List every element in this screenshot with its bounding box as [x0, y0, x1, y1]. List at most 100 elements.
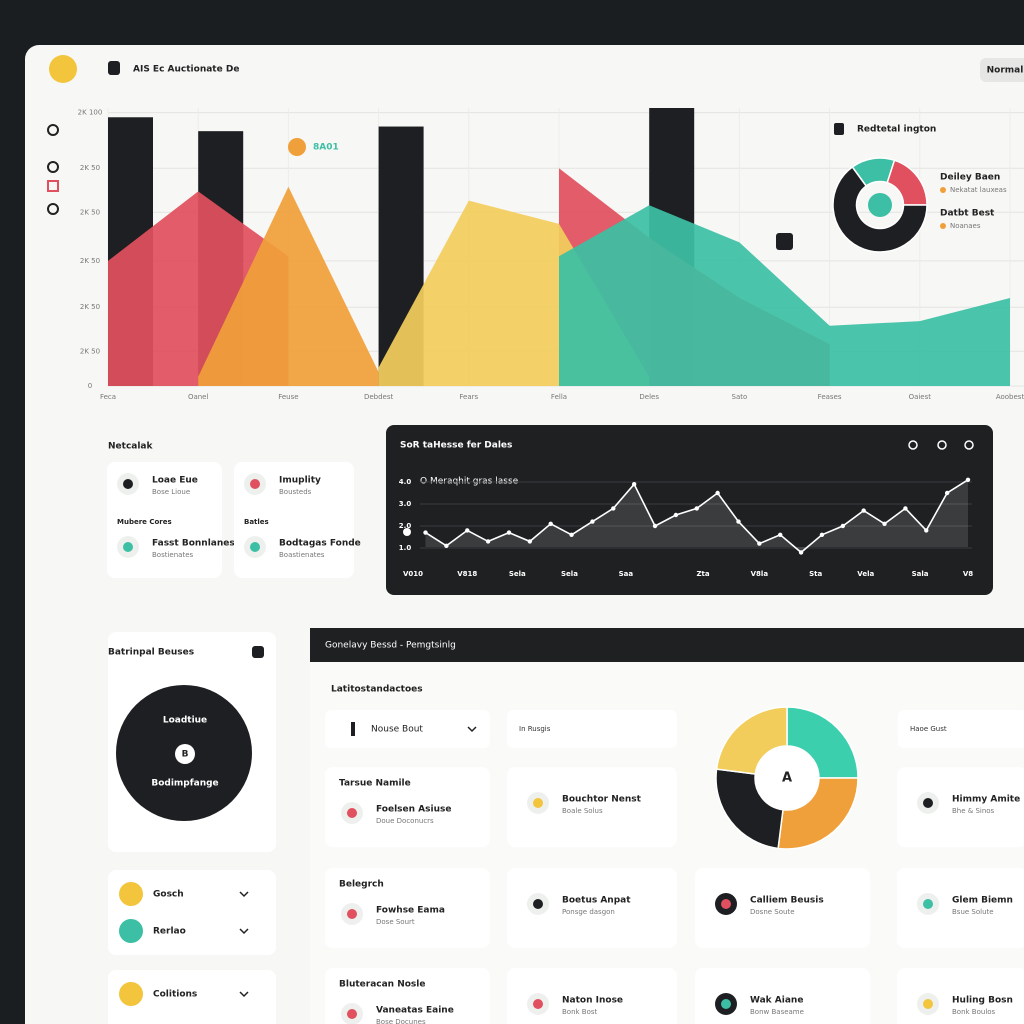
filter[interactable] [325, 710, 490, 748]
item-name: Bodtagas Fonde [279, 539, 361, 549]
item-sub: Bose Lioue [152, 488, 190, 496]
line-point [506, 530, 512, 535]
item-icon-dot [347, 1009, 357, 1019]
list-label[interactable]: Gosch [153, 890, 184, 900]
x-tick-label: V8la [751, 570, 769, 578]
mode-button[interactable] [980, 58, 1024, 82]
legend-note: Nekatat lauxeas [950, 186, 1007, 194]
item-sub: Bose Docunes [376, 1018, 426, 1024]
line-point [757, 541, 762, 546]
item-name: Fasst Bonnlanes [152, 539, 235, 549]
x-tick-label: V010 [403, 570, 423, 578]
item-name: Wak Aiane [750, 996, 803, 1006]
card [108, 870, 276, 955]
line-title: SoR taHesse fer Dales [400, 441, 512, 451]
mode-button-label[interactable]: Normal [987, 66, 1024, 76]
y-tick-label: 2K 50 [80, 257, 100, 265]
line-point [694, 506, 699, 511]
list-icon [119, 919, 143, 943]
item-name: Bouchtor Nenst [562, 795, 642, 805]
side-icon[interactable] [47, 180, 59, 192]
line-point [611, 506, 616, 511]
side-icon[interactable] [47, 161, 59, 173]
x-tick-label: Sela [509, 570, 526, 578]
chevron[interactable] [239, 928, 249, 935]
card [325, 767, 490, 847]
line-point [548, 521, 553, 526]
line-point [819, 532, 825, 537]
filter-label[interactable]: Nouse Bout [371, 725, 423, 735]
x-tick-label: V818 [457, 570, 477, 578]
filter[interactable] [898, 710, 1024, 748]
side-icon[interactable] [47, 124, 59, 136]
item-sub: Bonk Boulos [952, 1008, 996, 1016]
line-point [736, 519, 741, 524]
x-tick-label: Debdest [364, 393, 394, 401]
item-sub: Dosne Soute [750, 908, 795, 916]
item-sub: Bonk Bost [562, 1008, 598, 1016]
y-tick-label: 2K 100 [78, 109, 103, 117]
x-tick-label: Feca [100, 393, 116, 401]
item-sub: Bhe & Sinos [952, 807, 995, 815]
filter[interactable] [507, 710, 677, 748]
section-icon [252, 646, 264, 658]
legend-note: Noanaes [950, 222, 981, 230]
group-title: Tarsue Namile [339, 779, 411, 789]
card-tool[interactable] [908, 440, 918, 450]
card-section: Batles [244, 518, 269, 526]
card [897, 767, 1024, 847]
card-tool[interactable] [937, 440, 947, 450]
list-label[interactable]: Colitions [153, 990, 197, 1000]
line-point [924, 528, 929, 533]
y-tick-label: 0 [88, 382, 92, 390]
y-tick-label: 2K 50 [80, 303, 100, 311]
chevron[interactable] [467, 726, 477, 733]
line-point [465, 528, 470, 533]
line-point [903, 506, 908, 511]
item-icon-dot [250, 542, 260, 552]
annotation: 8A01 [313, 143, 339, 153]
card-section: Mubere Cores [117, 518, 172, 526]
item-icon-dot [533, 999, 543, 1009]
side-icon[interactable] [47, 203, 59, 215]
line-point [882, 521, 887, 526]
chevron[interactable] [239, 891, 249, 898]
item-sub: Ponsge dasgon [562, 908, 615, 916]
pie-inner [868, 193, 892, 217]
x-tick-label: Vela [857, 570, 874, 578]
legend-name: Datbt Best [940, 209, 995, 219]
item-name: Fowhse Eama [376, 906, 445, 916]
header-title: AIS Ec Auctionate De [133, 65, 239, 75]
chevron[interactable] [239, 991, 249, 998]
item-icon-dot [123, 542, 133, 552]
item-sub: Bostienates [152, 551, 194, 559]
annotation-dot [288, 138, 306, 156]
card [897, 868, 1024, 948]
legend-name: Deiley Baen [940, 173, 1000, 183]
list-icon [119, 882, 143, 906]
x-tick-label: Fella [551, 393, 567, 401]
card [695, 868, 870, 948]
y-tick-label: 3.0 [399, 500, 412, 508]
x-tick-label: Sela [561, 570, 578, 578]
y-tick-label: 2K 50 [80, 208, 100, 216]
line-point [840, 523, 846, 529]
legend-dot [940, 187, 946, 193]
y-tick-label: 2K 50 [80, 164, 100, 172]
item-icon-dot [923, 899, 933, 909]
x-tick-label: Oanel [188, 393, 209, 401]
x-tick-label: Sta [809, 570, 822, 578]
item-sub: Bsue Solute [952, 908, 994, 916]
list-label[interactable]: Rerlao [153, 927, 186, 937]
filter-label[interactable]: Haoe Gust [910, 725, 947, 733]
card [507, 767, 677, 847]
y-tick-label: 2K 50 [80, 347, 100, 355]
filter-label[interactable]: In Rusgis [519, 725, 551, 733]
item-icon-dot [721, 899, 731, 909]
line-point [798, 550, 804, 555]
card-tool[interactable] [964, 440, 974, 450]
x-tick-label: Deles [639, 393, 659, 401]
item-icon-dot [123, 479, 133, 489]
title-icon [834, 123, 844, 135]
summary-top: Loadtiue [163, 716, 207, 726]
